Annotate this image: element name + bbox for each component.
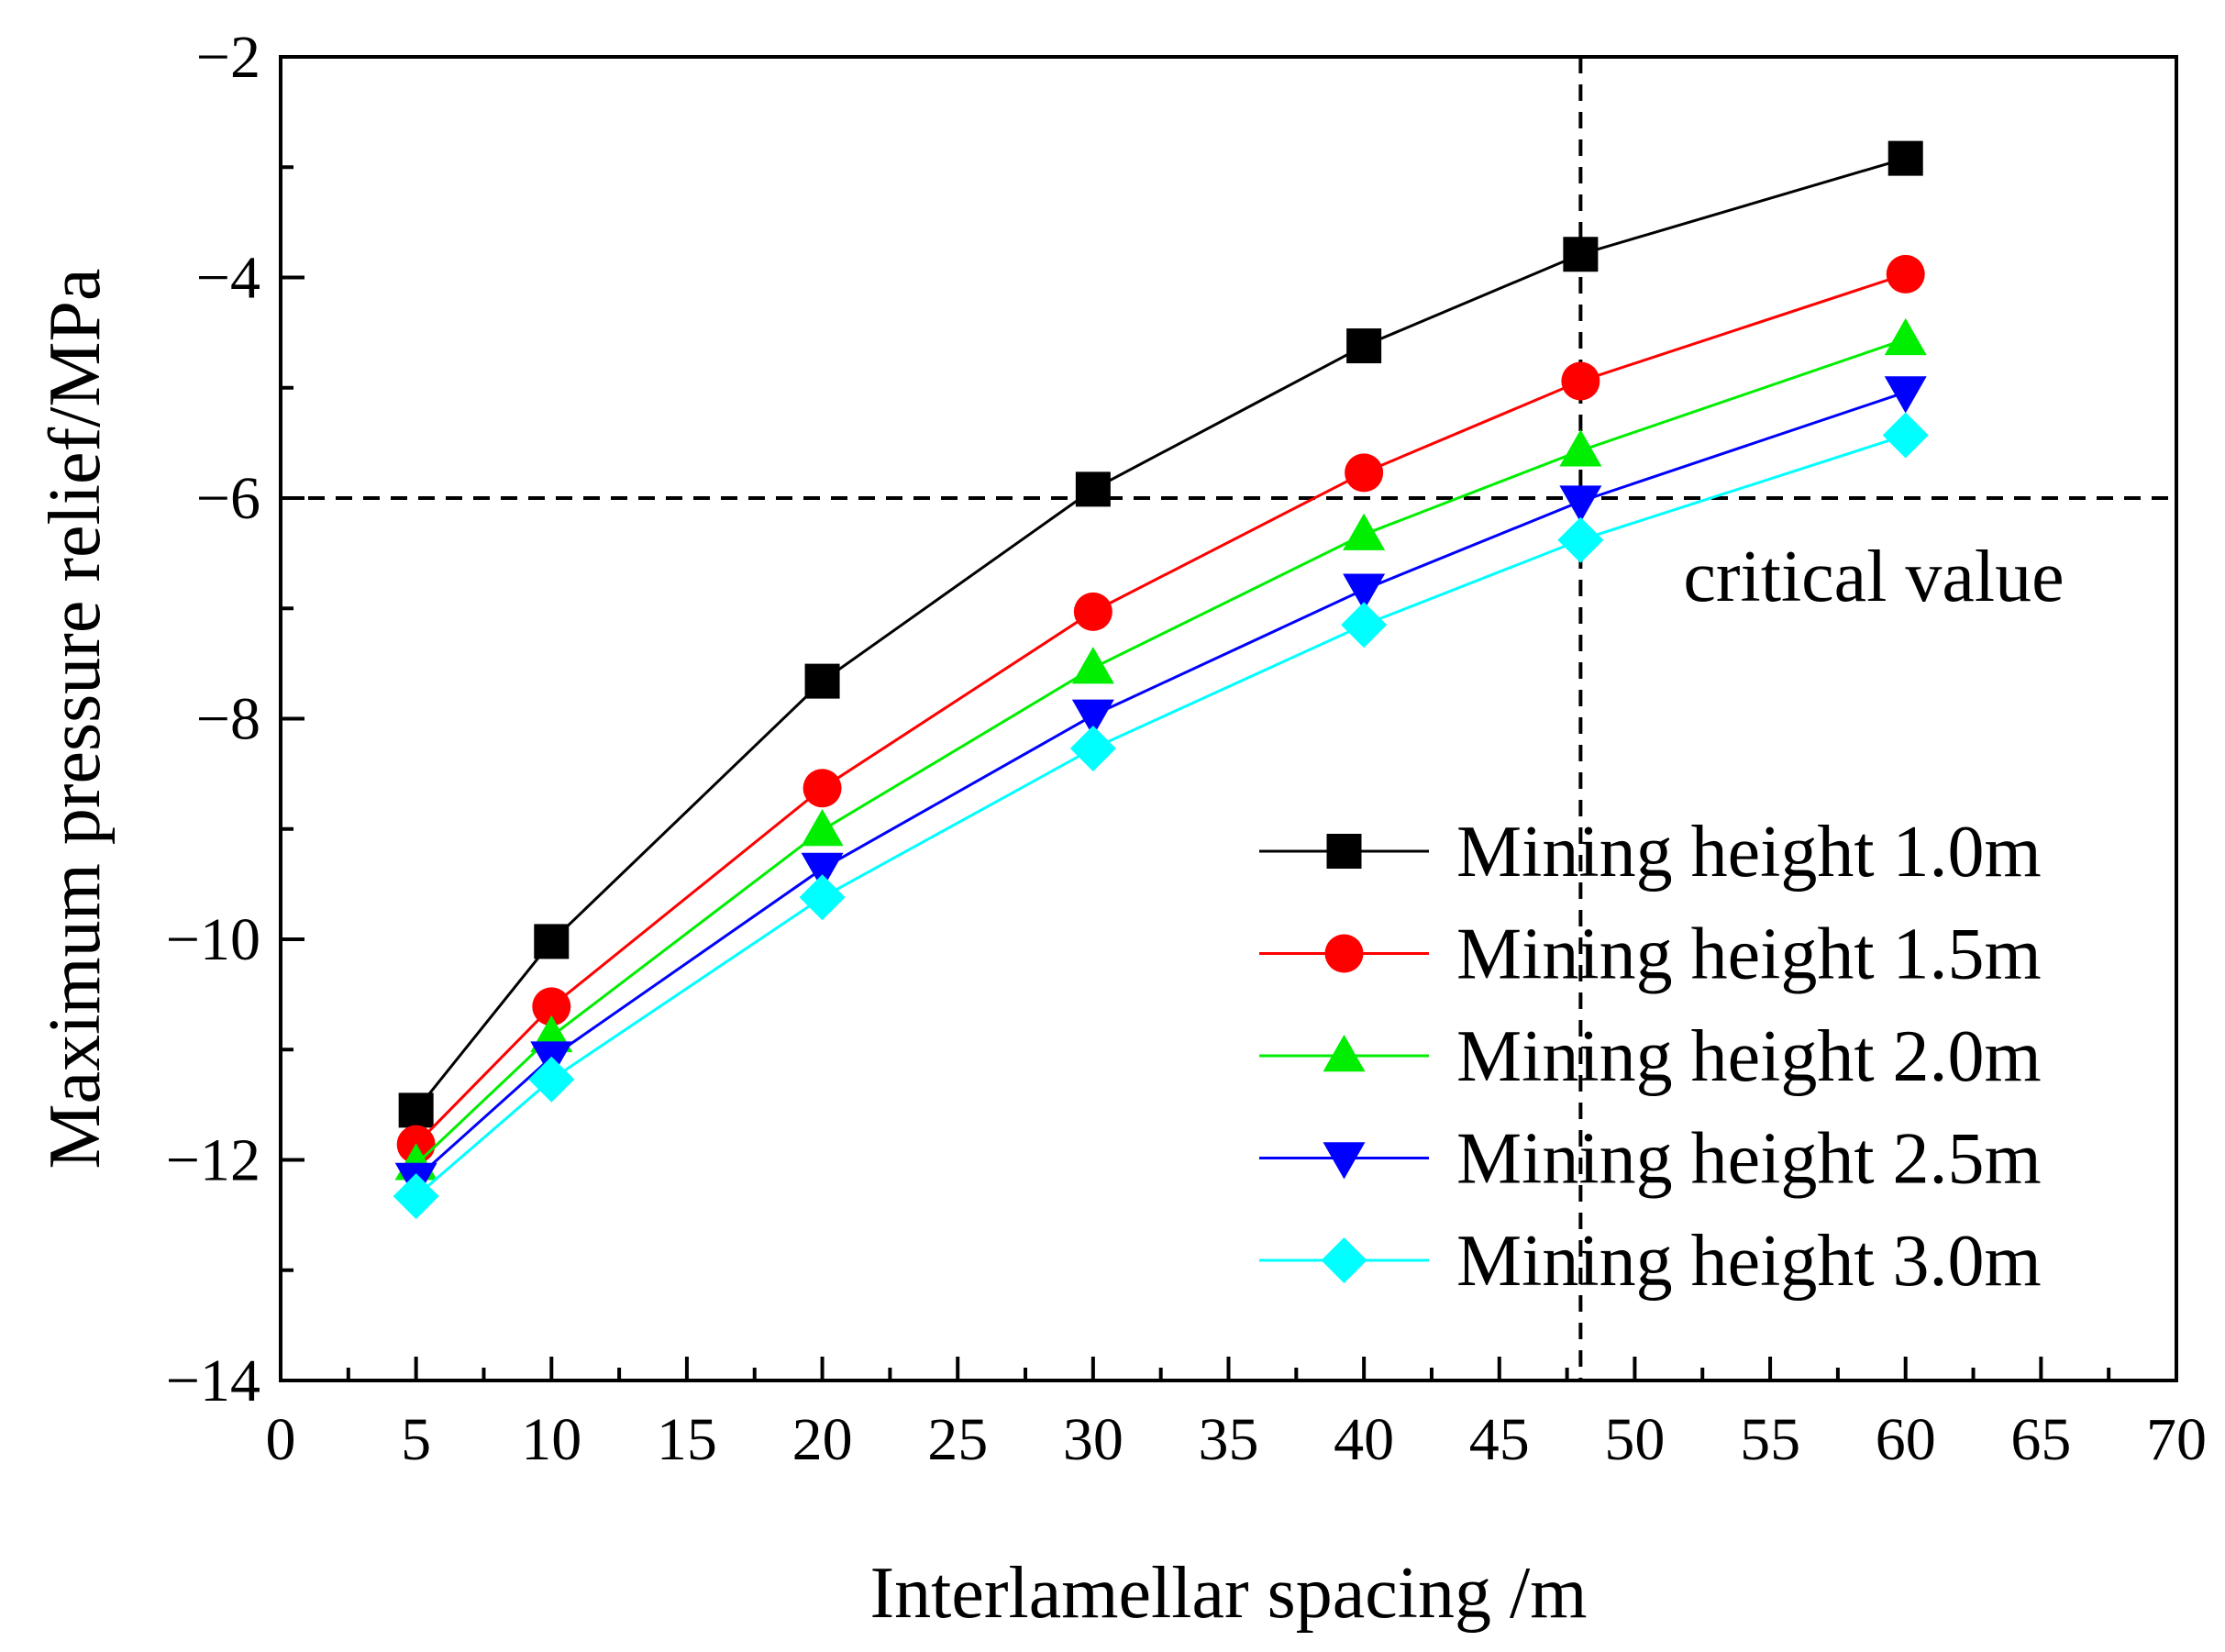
legend-label: Mining height 3.0m	[1456, 1221, 2042, 1302]
x-tick-label: 25	[927, 1406, 988, 1473]
data-point	[801, 852, 844, 891]
data-point	[532, 987, 571, 1026]
data-point	[804, 663, 840, 699]
data-point	[534, 924, 570, 959]
legend-label: Mining height 2.0m	[1456, 1016, 2042, 1097]
data-point	[1073, 592, 1112, 631]
legend-label: Mining height 1.5m	[1456, 915, 2042, 995]
data-point	[1069, 725, 1116, 771]
data-point	[393, 1173, 439, 1220]
x-tick-label: 70	[2146, 1406, 2207, 1473]
y-axis-tick-labels: −14 −12 −10 −8 −6 −4 −2	[166, 24, 260, 1414]
x-tick-label: 55	[1740, 1406, 1800, 1473]
data-point	[1884, 317, 1927, 356]
legend-entry: Mining height 1.0m	[1259, 812, 2042, 893]
legend-marker	[1323, 1142, 1366, 1180]
x-tick-label: 40	[1334, 1406, 1394, 1473]
legend-entry: Mining height 3.0m	[1259, 1221, 2042, 1302]
x-tick-label: 35	[1199, 1406, 1259, 1473]
y-tick-label: −4	[196, 245, 260, 312]
y-tick-label: −2	[196, 24, 260, 91]
data-point	[1557, 516, 1604, 563]
data-point	[1345, 453, 1384, 493]
y-axis-title: Maximum pressure relief/MPa	[35, 269, 116, 1170]
legend-label: Mining height 1.0m	[1456, 812, 2042, 893]
data-point	[528, 1056, 575, 1103]
x-tick-label: 15	[657, 1406, 717, 1473]
legend-entry: Mining height 2.5m	[1259, 1119, 2042, 1200]
y-tick-label: −6	[196, 465, 260, 532]
y-tick-label: −8	[196, 686, 260, 753]
x-tick-label: 0	[266, 1406, 296, 1473]
legend-marker	[1321, 1237, 1367, 1283]
data-point	[1071, 647, 1114, 684]
data-point	[1563, 237, 1599, 272]
x-tick-label: 50	[1604, 1406, 1665, 1473]
data-point	[1343, 573, 1386, 611]
series-1	[398, 140, 1923, 1128]
reference-lines	[281, 57, 2176, 1380]
data-point	[398, 1092, 434, 1128]
critical-value-annotation: critical value	[1683, 537, 2064, 617]
series-5	[393, 412, 1929, 1220]
data-point	[1884, 376, 1927, 414]
x-axis-title: Interlamellar spacing /m	[870, 1553, 1588, 1634]
legend-marker	[1324, 934, 1364, 973]
data-point	[1343, 513, 1386, 550]
legend-marker	[1323, 1035, 1366, 1072]
legend-entry: Mining height 2.0m	[1259, 1016, 2042, 1097]
data-point	[1346, 328, 1382, 364]
data-point	[1075, 471, 1111, 507]
x-tick-label: 60	[1876, 1406, 1936, 1473]
y-tick-label: −12	[166, 1127, 260, 1194]
data-point	[1559, 429, 1602, 467]
data-point	[1341, 602, 1388, 649]
data-point	[803, 769, 842, 808]
data-point	[1882, 412, 1929, 459]
y-tick-label: −14	[166, 1347, 260, 1414]
data-point	[1559, 485, 1602, 523]
data-point	[801, 808, 844, 847]
legend-label: Mining height 2.5m	[1456, 1119, 2042, 1200]
y-axis-ticks	[281, 55, 304, 1382]
x-tick-label: 45	[1469, 1406, 1530, 1473]
data-point	[799, 874, 846, 921]
legend-entry: Mining height 1.5m	[1259, 915, 2042, 995]
legend: Mining height 1.0m Mining height 1.5m Mini…	[1259, 812, 2042, 1302]
x-tick-label: 20	[792, 1406, 853, 1473]
y-tick-label: −10	[166, 906, 260, 973]
data-point	[1071, 699, 1114, 737]
legend-marker	[1326, 834, 1362, 869]
x-tick-label: 30	[1063, 1406, 1124, 1473]
data-point	[1561, 361, 1600, 401]
x-axis-tick-labels: 0 5 10 15 20 25 30 35 40 45 50 55 60 65 70	[266, 1406, 2208, 1473]
data-point	[1886, 254, 1925, 294]
data-point	[1887, 140, 1923, 176]
x-tick-label: 10	[521, 1406, 581, 1473]
series-layer	[393, 140, 1929, 1220]
x-tick-label: 5	[401, 1406, 431, 1473]
x-axis-ticks	[279, 1357, 2178, 1380]
x-tick-label: 65	[2010, 1406, 2071, 1473]
